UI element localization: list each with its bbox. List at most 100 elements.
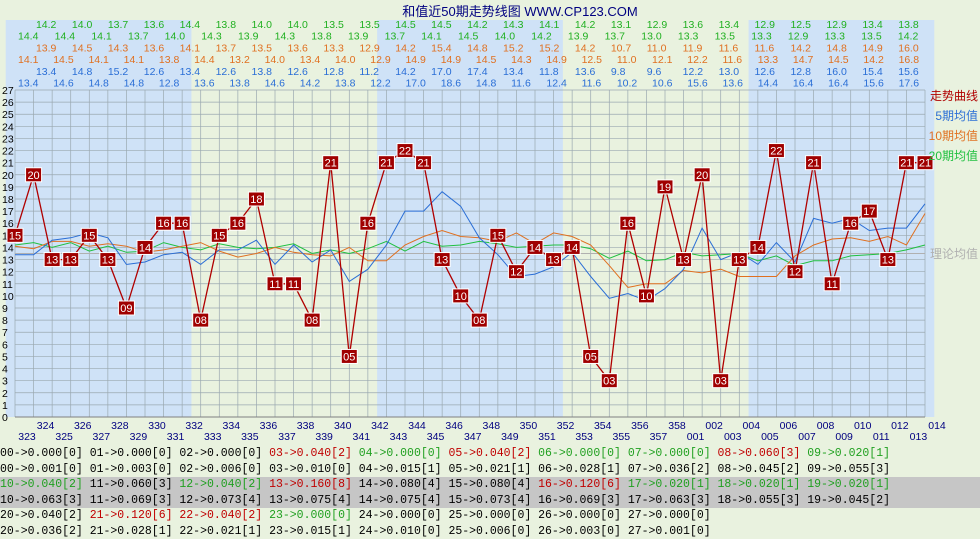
x-tick-label: 334 xyxy=(223,420,241,432)
x-tick-label: 006 xyxy=(780,420,798,432)
sum-marker-label: 11 xyxy=(826,279,837,291)
header-value: 14.2 xyxy=(790,42,811,54)
sum-marker-label: 11 xyxy=(269,279,280,291)
header-value: 15.2 xyxy=(503,42,524,54)
sum-marker-label: 16 xyxy=(622,218,634,230)
x-tick-label: 353 xyxy=(575,431,593,443)
sum-marker-label: 16 xyxy=(362,218,374,230)
y-tick-label: 22 xyxy=(2,146,14,158)
stats-row: 20->0.036[2]21->0.028[1]22->0.021[1]23->… xyxy=(0,524,980,539)
header-value: 12.8 xyxy=(323,66,344,78)
header-value: 14.1 xyxy=(539,19,560,31)
stats-cell: 22->0.040[2] xyxy=(179,508,269,524)
header-value: 14.5 xyxy=(458,31,479,43)
header-value: 14.0 xyxy=(335,54,356,66)
x-tick-label: 002 xyxy=(705,420,723,432)
header-value: 14.2 xyxy=(898,31,919,43)
sum-marker: 13 xyxy=(434,253,450,267)
x-tick-label: 004 xyxy=(743,420,761,432)
header-value: 14.2 xyxy=(300,78,321,90)
x-tick-label: 339 xyxy=(315,431,333,443)
header-value: 14.2 xyxy=(575,42,596,54)
stats-cell: 08->0.045[2] xyxy=(718,462,808,478)
stats-cell: 08->0.060[3] xyxy=(718,446,808,462)
header-value: 14.5 xyxy=(395,19,416,31)
sum-marker-label: 13 xyxy=(547,255,559,267)
sum-marker: 12 xyxy=(787,265,803,279)
sum-marker-label: 13 xyxy=(46,255,58,267)
stats-cell: 14->0.080[4] xyxy=(359,477,449,493)
header-value: 13.4 xyxy=(180,66,201,78)
header-value: 17.6 xyxy=(899,78,920,90)
sum-marker: 21 xyxy=(323,156,339,170)
sum-marker: 21 xyxy=(416,156,432,170)
header-value: 13.4 xyxy=(36,66,57,78)
header-value: 12.5 xyxy=(582,54,603,66)
stats-cell: 10->0.063[3] xyxy=(0,493,90,509)
stats-row: 00->0.001[0]01->0.003[0]02->0.006[0]03->… xyxy=(0,462,980,478)
header-value: 16.0 xyxy=(826,66,847,78)
x-tick-label: 347 xyxy=(464,431,482,443)
header-value: 14.3 xyxy=(201,31,222,43)
sum-marker: 08 xyxy=(304,313,320,327)
stats-cell: 21->0.028[1] xyxy=(90,524,180,539)
header-value: 16.0 xyxy=(898,42,919,54)
sum-marker-label: 21 xyxy=(325,158,337,170)
y-tick-label: 4 xyxy=(2,364,8,376)
sum-marker: 13 xyxy=(731,253,747,267)
header-value: 13.6 xyxy=(194,78,215,90)
stats-cell: 13->0.160[8] xyxy=(269,477,359,493)
header-value: 14.9 xyxy=(441,54,462,66)
header-value: 14.2 xyxy=(863,54,884,66)
sum-marker: 08 xyxy=(193,313,209,327)
header-value: 15.6 xyxy=(863,78,884,90)
sum-marker-label: 18 xyxy=(250,194,262,206)
x-tick-label: 355 xyxy=(613,431,631,443)
sum-marker-label: 20 xyxy=(27,170,39,182)
sum-marker-label: 08 xyxy=(306,315,318,327)
sum-marker-label: 14 xyxy=(139,242,151,254)
header-value: 13.6 xyxy=(287,42,308,54)
header-value: 10.2 xyxy=(617,78,638,90)
header-value: 17.0 xyxy=(405,78,426,90)
header-value: 13.1 xyxy=(611,19,632,31)
sum-marker-label: 13 xyxy=(733,255,745,267)
sum-marker: 16 xyxy=(843,216,859,230)
sum-marker-label: 21 xyxy=(417,158,429,170)
stats-cell: 06->0.000[0] xyxy=(538,446,628,462)
y-tick-label: 10 xyxy=(2,291,14,303)
x-tick-label: 333 xyxy=(204,431,222,443)
sum-marker: 08 xyxy=(471,313,487,327)
header-value: 14.5 xyxy=(828,54,849,66)
header-value: 13.9 xyxy=(238,31,259,43)
sum-marker-label: 20 xyxy=(696,170,708,182)
header-value: 14.0 xyxy=(287,19,308,31)
header-value: 14.3 xyxy=(108,42,129,54)
header-value: 13.8 xyxy=(229,78,250,90)
header-value: 13.3 xyxy=(323,42,344,54)
y-tick-label: 13 xyxy=(2,255,14,267)
header-value: 13.4 xyxy=(300,54,321,66)
x-tick-label: 358 xyxy=(668,420,686,432)
header-value: 15.4 xyxy=(862,66,883,78)
header-value: 14.2 xyxy=(531,31,552,43)
header-value: 14.5 xyxy=(53,54,74,66)
x-tick-label: 013 xyxy=(910,431,928,443)
sum-marker-label: 13 xyxy=(436,255,448,267)
stats-cell: 16->0.120[6] xyxy=(538,477,628,493)
header-value: 14.8 xyxy=(826,42,847,54)
header-value: 17.0 xyxy=(431,66,452,78)
x-axis-ticks: 3233243253263273283293303313323333343353… xyxy=(18,420,946,443)
header-value: 17.4 xyxy=(467,66,488,78)
sum-marker: 03 xyxy=(713,374,729,388)
sum-marker: 21 xyxy=(898,156,914,170)
header-value: 13.7 xyxy=(605,31,626,43)
x-tick-label: 331 xyxy=(167,431,185,443)
header-value: 14.1 xyxy=(421,31,442,43)
sum-marker: 13 xyxy=(880,253,896,267)
header-value: 13.4 xyxy=(503,66,524,78)
header-value: 14.3 xyxy=(511,54,532,66)
x-tick-label: 327 xyxy=(93,431,111,443)
sum-marker-label: 22 xyxy=(399,146,411,158)
header-value: 12.6 xyxy=(216,66,237,78)
